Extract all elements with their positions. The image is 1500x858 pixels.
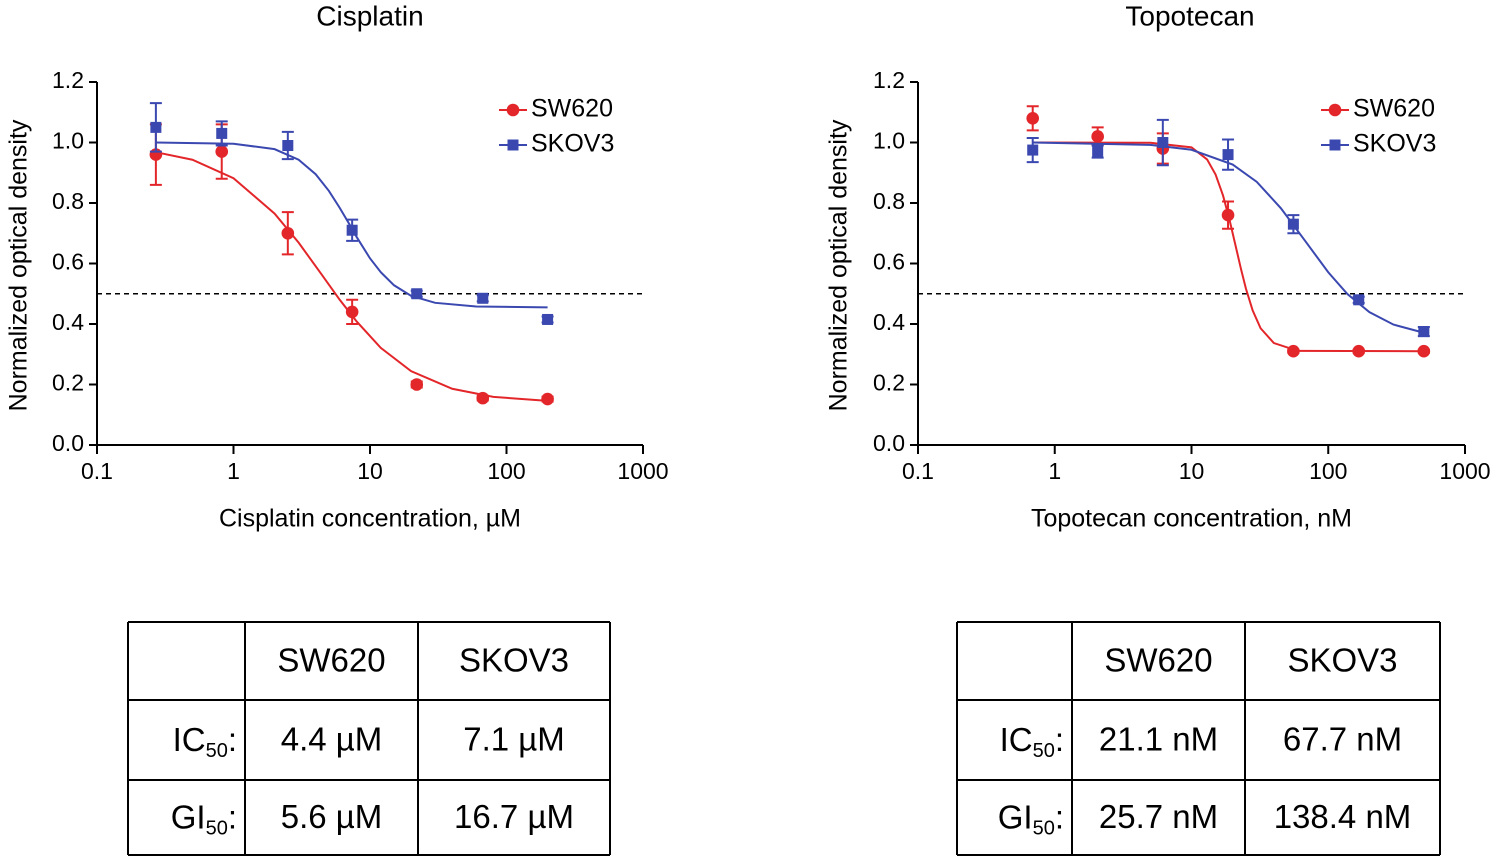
table-cell: 21.1 nM <box>1099 721 1218 758</box>
data-point <box>281 226 295 240</box>
y-tick-label: 0.8 <box>52 188 84 214</box>
data-point <box>1222 149 1234 161</box>
y-tick-label: 0.0 <box>873 430 905 456</box>
column-header: SKOV3 <box>459 642 569 679</box>
data-point <box>1287 218 1299 230</box>
data-point <box>1091 130 1104 143</box>
y-tick-label: 1.0 <box>52 128 84 154</box>
y-tick-label: 0.2 <box>52 370 84 396</box>
table-cell: 67.7 nM <box>1283 721 1402 758</box>
row-label: IC50: <box>173 721 237 763</box>
data-point <box>410 378 424 391</box>
row-label-sub: 50 <box>1033 740 1055 762</box>
data-point <box>1092 146 1104 158</box>
fit-curve <box>1032 141 1425 334</box>
data-point <box>476 391 490 405</box>
data-point <box>477 292 489 304</box>
fit-curve <box>155 151 548 402</box>
y-tick-label: 0.2 <box>873 370 905 396</box>
data-point <box>1027 144 1039 156</box>
table-cell: 5.6 µM <box>281 798 383 835</box>
data-point <box>216 127 228 139</box>
data-point <box>411 288 423 300</box>
data-point <box>1353 294 1365 306</box>
x-tick-label: 0.1 <box>902 458 934 484</box>
y-tick-label: 0.4 <box>52 309 84 335</box>
table-cell: 25.7 nM <box>1099 798 1218 835</box>
x-tick-label: 0.1 <box>81 458 113 484</box>
fit-curve <box>1032 141 1424 353</box>
x-axis-label: Cisplatin concentration, µM <box>219 505 521 533</box>
y-tick-label: 0.0 <box>52 430 84 456</box>
data-point <box>215 145 229 158</box>
row-label-main: IC <box>173 721 206 758</box>
x-tick-label: 10 <box>1179 458 1205 484</box>
y-tick-label: 1.2 <box>52 67 84 93</box>
row-label-colon: : <box>228 721 237 758</box>
legend-label: SKOV3 <box>1353 130 1436 158</box>
row-label: GI50: <box>998 798 1064 840</box>
row-label-colon: : <box>1055 798 1064 835</box>
data-point <box>345 305 359 319</box>
x-tick-label: 100 <box>487 458 525 484</box>
legend-label: SW620 <box>531 95 613 123</box>
row-label-sub: 50 <box>206 740 228 762</box>
data-point <box>1026 112 1040 125</box>
data-point <box>150 121 162 133</box>
row-label: IC50: <box>1000 721 1064 763</box>
chart-title: Topotecan <box>1125 0 1254 31</box>
legend-marker <box>1329 139 1341 151</box>
table-cell: 16.7 µM <box>454 798 574 835</box>
data-point <box>1418 326 1430 338</box>
row-label-main: GI <box>998 798 1033 835</box>
y-axis-label: Normalized optical density <box>5 119 33 411</box>
row-label-main: GI <box>171 798 206 835</box>
x-tick-label: 10 <box>357 458 383 484</box>
x-tick-label: 1000 <box>617 458 668 484</box>
y-tick-label: 1.0 <box>873 128 905 154</box>
table-cell: 4.4 µM <box>281 721 383 758</box>
row-label: GI50: <box>171 798 237 840</box>
x-tick-label: 1000 <box>1439 458 1490 484</box>
legend-label: SW620 <box>1353 95 1435 123</box>
legend-marker <box>506 103 520 117</box>
legend-marker <box>507 139 519 151</box>
table-cell: 7.1 µM <box>463 721 565 758</box>
x-tick-label: 1 <box>227 458 240 484</box>
column-header: SW620 <box>277 642 385 679</box>
data-point <box>282 140 294 152</box>
y-tick-label: 0.6 <box>52 249 84 275</box>
row-label-main: IC <box>1000 721 1033 758</box>
row-label-colon: : <box>1055 721 1064 758</box>
row-label-colon: : <box>228 798 237 835</box>
y-tick-label: 1.2 <box>873 67 905 93</box>
table-cell: 138.4 nM <box>1274 798 1412 835</box>
column-header: SKOV3 <box>1287 642 1397 679</box>
row-label-sub: 50 <box>206 818 228 840</box>
y-tick-label: 0.6 <box>873 249 905 275</box>
data-point <box>1417 344 1431 358</box>
legend-label: SKOV3 <box>531 130 614 158</box>
x-tick-label: 1 <box>1048 458 1061 484</box>
row-label-sub: 50 <box>1033 818 1055 840</box>
y-axis-label: Normalized optical density <box>825 119 853 411</box>
y-tick-label: 0.8 <box>873 188 905 214</box>
y-tick-label: 0.4 <box>873 309 905 335</box>
legend-marker <box>1328 103 1342 117</box>
chart-title: Cisplatin <box>316 0 423 31</box>
data-point <box>542 313 554 325</box>
data-point <box>1157 137 1169 148</box>
x-tick-label: 100 <box>1309 458 1347 484</box>
data-point <box>1287 344 1300 358</box>
column-header: SW620 <box>1104 642 1212 679</box>
data-point <box>1352 344 1366 358</box>
data-point <box>541 392 554 406</box>
x-axis-label: Topotecan concentration, nM <box>1031 505 1352 533</box>
data-point <box>1221 208 1235 222</box>
data-point <box>346 224 358 236</box>
